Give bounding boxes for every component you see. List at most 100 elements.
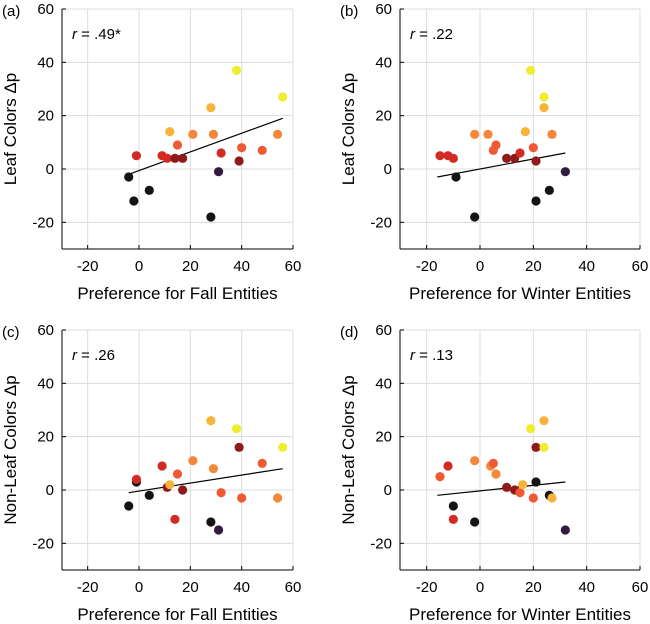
y-tick-label: 40 [37,375,54,392]
panel-label: (a) [2,3,20,20]
data-point [470,212,480,222]
data-point [547,493,557,503]
data-point [520,127,530,137]
data-point [231,424,242,434]
data-point [560,525,570,535]
data-point [470,129,480,139]
data-point [273,129,283,139]
data-point [131,151,142,161]
data-point [165,127,175,137]
x-tick-label: 0 [476,258,484,275]
panel-label: (d) [340,324,358,341]
x-tick-label: 40 [578,579,595,596]
x-axis-label: Preference for Fall Entities [77,284,277,303]
y-axis-label: Non-Leaf Colors Δp [339,375,358,524]
data-point [257,458,267,468]
data-point [502,482,512,492]
data-point [188,129,198,139]
y-tick-label: 60 [37,322,54,339]
data-point [208,464,219,474]
data-point [172,469,183,479]
data-point [162,153,172,163]
panel-label: (b) [340,3,358,20]
data-point [178,153,188,163]
data-point [170,153,180,163]
regression-line [128,117,283,175]
panel-a: -20 0 20 40 60 -20 0 20 40 60 (a) r = .49* Prefer… [1,1,301,303]
data-point [278,92,288,102]
data-point [206,212,216,222]
data-point [206,416,216,426]
data-point [170,514,180,524]
correlation-label: r = .22 [410,26,453,43]
data-point [448,514,458,524]
y-tick-label: 60 [375,1,392,18]
correlation-label: r = .26 [72,347,115,364]
data-point [234,442,244,452]
y-tick-label: 60 [375,322,392,339]
y-tick-label: 0 [46,482,54,499]
data-point [539,103,549,113]
x-tick-label: 20 [182,258,199,275]
data-point [157,461,167,471]
regression-line [437,152,566,178]
y-tick-label: 20 [375,429,392,446]
y-axis-label: Non-Leaf Colors Δp [1,375,20,524]
x-tick-label: 0 [135,258,143,275]
data-point [206,517,216,527]
data-point [165,480,175,490]
data-point [124,501,134,511]
data-point [213,167,224,177]
y-tick-label: 20 [37,429,54,446]
y-tick-label: -20 [32,535,54,552]
data-point [237,143,247,153]
data-point [257,145,267,155]
correlation-label: r = .49* [72,26,121,43]
data-point [539,416,549,426]
data-point [443,461,453,471]
data-point [178,485,188,495]
data-point [435,472,445,482]
data-point [144,490,154,500]
data-point [435,151,445,161]
y-tick-label: -20 [370,535,392,552]
data-point [213,525,224,535]
x-tick-label: 0 [476,579,484,596]
data-point [237,493,247,503]
panel-label: (c) [2,324,20,341]
data-point [448,153,458,163]
y-tick-label: -20 [32,214,54,231]
data-point [539,92,549,102]
data-point [234,156,244,166]
data-point [539,442,549,452]
y-tick-label: 40 [375,375,392,392]
data-point [124,172,134,182]
panel-c: -20 0 20 40 60 -20 0 20 40 60 (c) r = .26 Prefere… [1,322,301,624]
data-point [278,442,288,452]
x-tick-label: 60 [632,258,649,275]
x-axis-label: Preference for Fall Entities [77,605,277,624]
panel-d: -20 0 20 40 60 -20 0 20 40 60 (d) r = .13 Prefere… [339,322,648,624]
data-point [483,129,493,139]
data-point [188,456,198,466]
y-tick-label: 0 [46,161,54,178]
x-tick-label: 60 [632,579,649,596]
y-tick-label: 20 [37,108,54,125]
data-point [526,424,536,434]
y-tick-label: 60 [37,1,54,18]
x-tick-label: -20 [77,258,99,275]
data-point [231,65,242,75]
x-tick-label: 60 [285,258,302,275]
data-point [273,493,283,503]
y-tick-label: 40 [37,54,54,71]
data-point [172,140,183,150]
data-point [502,153,512,163]
x-tick-label: 0 [135,579,143,596]
data-point [515,148,525,158]
x-tick-label: 40 [233,579,250,596]
data-point [491,140,501,150]
x-tick-label: -20 [77,579,99,596]
x-tick-label: 40 [233,258,250,275]
data-point [531,477,541,487]
data-point [531,156,541,166]
